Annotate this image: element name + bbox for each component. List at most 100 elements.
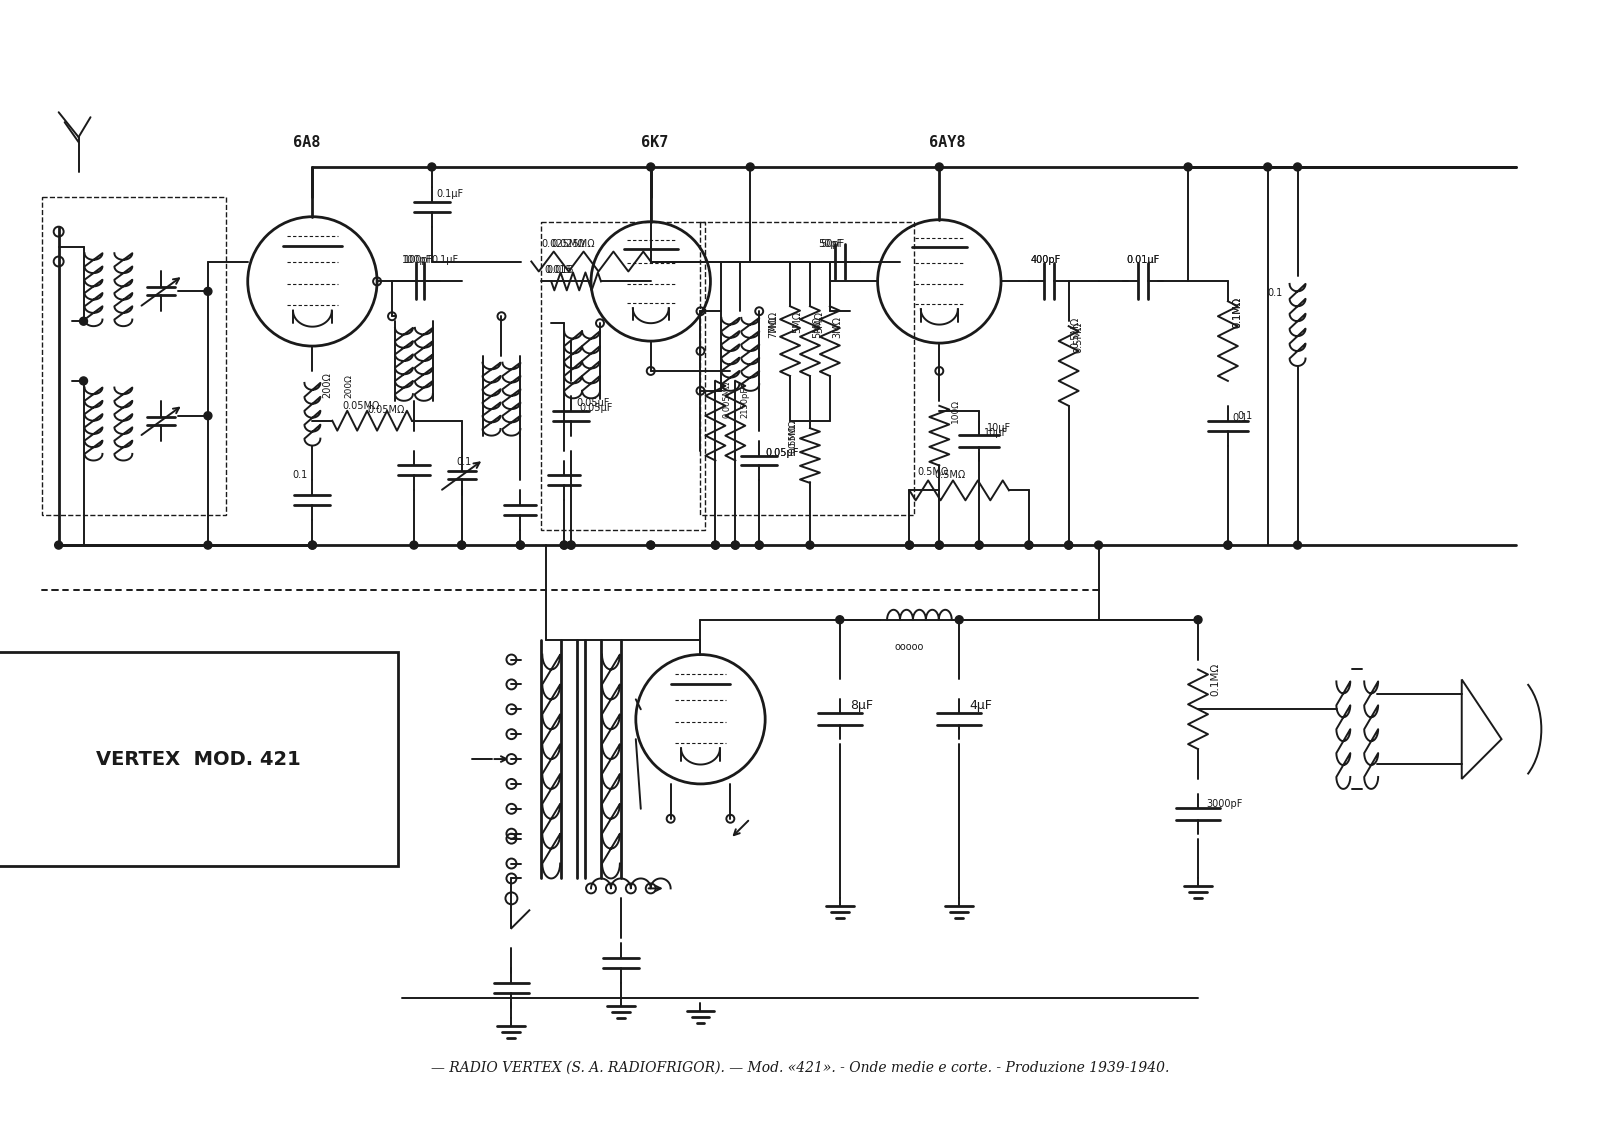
Circle shape [203,541,211,549]
Circle shape [1026,541,1034,549]
Text: 7MΩ: 7MΩ [768,311,778,334]
Circle shape [1064,541,1072,549]
Circle shape [560,541,568,549]
Circle shape [712,541,720,549]
Circle shape [1026,541,1034,549]
Text: 50pF: 50pF [819,239,845,249]
Bar [42,197,226,516]
Text: 0.015: 0.015 [544,266,571,276]
Text: 4μF: 4μF [970,699,992,713]
Text: ooooo: ooooo [894,641,923,651]
Circle shape [560,541,568,549]
Text: 200Ω: 200Ω [344,374,354,398]
Circle shape [936,163,944,171]
Circle shape [906,541,914,549]
Text: 0.05μF: 0.05μF [579,403,613,413]
Text: 100pF: 100pF [403,256,434,266]
Text: 0.05MΩ: 0.05MΩ [366,405,405,415]
Text: 200Ω: 200Ω [322,372,333,398]
Circle shape [835,615,843,623]
Circle shape [1064,541,1072,549]
Text: 3MΩ: 3MΩ [814,311,824,334]
Text: 0.025MΩ: 0.025MΩ [552,239,595,249]
Text: 0.1: 0.1 [1238,411,1253,421]
Circle shape [458,541,466,549]
Circle shape [755,541,763,549]
Text: 6AY8: 6AY8 [930,135,966,150]
Circle shape [566,541,574,549]
Text: 2150pF: 2150pF [741,387,749,417]
Circle shape [1293,163,1301,171]
Circle shape [80,377,88,385]
Circle shape [1094,541,1102,549]
Text: 0.01μF: 0.01μF [1126,256,1160,266]
Circle shape [755,541,763,549]
Circle shape [646,163,654,171]
Text: 0.1MΩ: 0.1MΩ [1210,663,1219,697]
Text: 0.5MΩ: 0.5MΩ [1070,317,1080,348]
Text: 0.1: 0.1 [1234,413,1248,423]
Circle shape [309,541,317,549]
Text: 0.05μF: 0.05μF [765,448,798,458]
Bar [701,222,915,516]
Circle shape [566,541,574,549]
Circle shape [1194,615,1202,623]
Text: 0.05MΩ: 0.05MΩ [342,400,379,411]
Text: — RADIO VERTEX (S. A. RADIOFRIGOR). — Mod. «421». - Onde medie e corte. - Produz: — RADIO VERTEX (S. A. RADIOFRIGOR). — Mo… [430,1061,1170,1074]
Text: 10μF: 10μF [984,428,1008,438]
Circle shape [974,541,982,549]
Text: 100pF: 100pF [402,256,432,266]
Text: 0.1MΩ: 0.1MΩ [1234,297,1243,328]
Text: 0.1μF: 0.1μF [437,189,464,199]
Text: 5MΩ: 5MΩ [811,316,822,338]
Circle shape [1224,541,1232,549]
Circle shape [712,541,720,549]
Text: 0.5MΩ: 0.5MΩ [934,470,965,481]
Text: 100Ω: 100Ω [952,399,960,423]
Text: 0.1μF: 0.1μF [432,256,459,266]
Text: 0.015: 0.015 [546,266,574,276]
Text: 6K7: 6K7 [640,135,669,150]
Text: 6A8: 6A8 [293,135,320,150]
Circle shape [458,541,466,549]
Text: 0.025MΩ: 0.025MΩ [541,239,586,249]
Text: 0.005MΩ: 0.005MΩ [722,380,731,417]
Text: VERTEX  MOD. 421: VERTEX MOD. 421 [96,750,301,769]
Text: 0.5MΩ: 0.5MΩ [917,467,949,477]
Circle shape [1264,163,1272,171]
Circle shape [936,541,944,549]
Circle shape [646,541,654,549]
Bar [541,222,706,530]
Text: 0.05μF: 0.05μF [576,398,610,408]
Circle shape [936,541,944,549]
Text: 8μF: 8μF [850,699,872,713]
Text: 400pF: 400pF [1030,256,1061,266]
Text: 0.5MΩ: 0.5MΩ [789,424,797,452]
Circle shape [309,541,317,549]
Circle shape [906,541,914,549]
Circle shape [203,287,211,295]
Text: 3MΩ: 3MΩ [832,317,842,338]
Text: 0.5MΩ: 0.5MΩ [789,418,797,448]
Text: 7MΩ: 7MΩ [768,316,778,338]
Text: 0.05μF: 0.05μF [765,448,798,458]
Circle shape [955,615,963,623]
Text: 0.1: 0.1 [456,458,472,467]
Circle shape [974,541,982,549]
Circle shape [54,541,62,549]
Text: 0.1MΩ: 0.1MΩ [1234,297,1243,328]
Circle shape [203,412,211,420]
Circle shape [746,163,754,171]
Text: 0.01μF: 0.01μF [1126,256,1160,266]
Circle shape [1184,163,1192,171]
Text: 3000pF: 3000pF [1206,798,1242,809]
Circle shape [1293,541,1301,549]
Text: 0.1: 0.1 [293,470,307,481]
Circle shape [80,317,88,326]
Circle shape [517,541,525,549]
Circle shape [1224,541,1232,549]
Circle shape [410,541,418,549]
Circle shape [646,541,654,549]
Text: 400pF: 400pF [1030,256,1061,266]
Text: 0.5MΩ: 0.5MΩ [1074,322,1083,353]
